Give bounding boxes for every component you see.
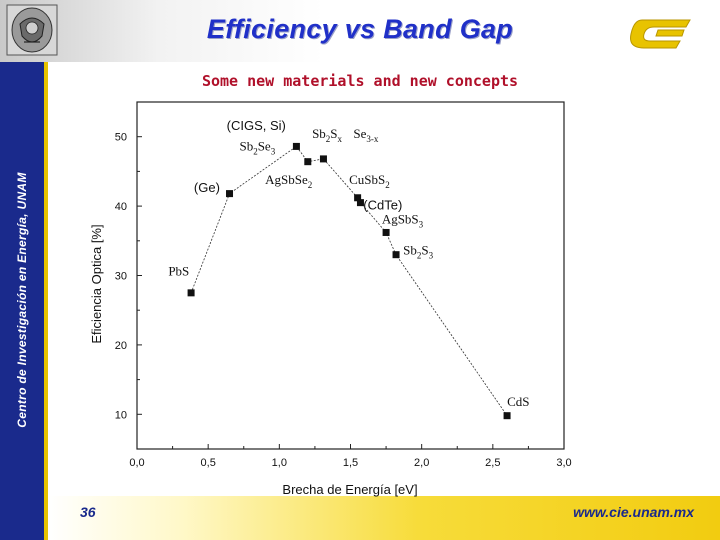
data-point-0 (187, 289, 195, 297)
y-tick-label-0: 10 (115, 409, 127, 421)
data-point-3 (304, 158, 312, 166)
data-point-2 (292, 142, 300, 150)
x-tick-label-1: 0,5 (201, 457, 216, 469)
university-crest-icon (6, 4, 58, 56)
cie-logo-icon (630, 19, 691, 49)
data-point-1 (226, 190, 234, 198)
x-tick-label-6: 3,0 (556, 457, 571, 469)
annotation-4: Sb2Sx (312, 126, 342, 144)
annotation-1: (Ge) (194, 180, 220, 195)
annotation-11: CdS (507, 394, 529, 409)
annotation-6: AgSbSe2 (265, 172, 312, 190)
data-point-7 (382, 228, 390, 236)
y-tick-label-1: 20 (115, 340, 127, 352)
y-tick-label-4: 50 (115, 132, 127, 144)
data-point-9 (503, 412, 511, 420)
x-tick-label-5: 2,5 (485, 457, 500, 469)
annotation-8: (CdTe) (363, 198, 402, 213)
annotation-3: Sb2Se3 (239, 139, 275, 157)
annotation-2: (CIGS, Si) (227, 118, 286, 133)
data-point-5 (354, 194, 362, 202)
page-number: 36 (80, 504, 96, 520)
website-url: www.cie.unam.mx (573, 504, 694, 520)
data-point-6 (356, 199, 364, 207)
x-axis-label: Brecha de Energía [eV] (282, 482, 417, 497)
axis-tick-labels: 0,0 0,5 1,0 1,5 2,0 2,5 3,0 10 20 30 40 50 (115, 132, 572, 469)
annotation-9: AgSbS3 (382, 211, 424, 229)
y-tick-label-2: 30 (115, 271, 127, 283)
data-point-8 (392, 251, 400, 259)
left-sidebar-band (0, 62, 44, 540)
slide-title: Efficiency vs Band Gap (206, 14, 514, 44)
annotation-5: Se3-x (353, 126, 378, 144)
slide-subtitle: Some new materials and new concepts (201, 72, 519, 90)
y-tick-label-3: 40 (115, 201, 127, 213)
plot-frame (136, 101, 565, 450)
footer-band (48, 496, 720, 540)
left-sidebar-accent (44, 62, 48, 540)
data-points (187, 142, 511, 420)
top-banner-background (0, 0, 720, 62)
x-tick-label-2: 1,0 (272, 457, 287, 469)
axis-ticks (136, 136, 565, 449)
x-tick-label-3: 1,5 (343, 457, 358, 469)
annotation-0: PbS (168, 264, 189, 279)
series-line-efficiency (190, 145, 508, 416)
annotation-10: Sb2S3 (403, 243, 433, 261)
data-point-4 (319, 155, 327, 163)
x-tick-label-0: 0,0 (129, 457, 144, 469)
point-annotations: PbS (Ge) (CIGS, Si) Sb2Se3 Sb2Sx Se3-x AgSbSe2… (168, 118, 529, 409)
annotation-7: CuSbS2 (349, 172, 390, 190)
x-tick-label-4: 2,0 (414, 457, 429, 469)
y-axis-label: Eficiencia Optica [%] (89, 224, 104, 343)
